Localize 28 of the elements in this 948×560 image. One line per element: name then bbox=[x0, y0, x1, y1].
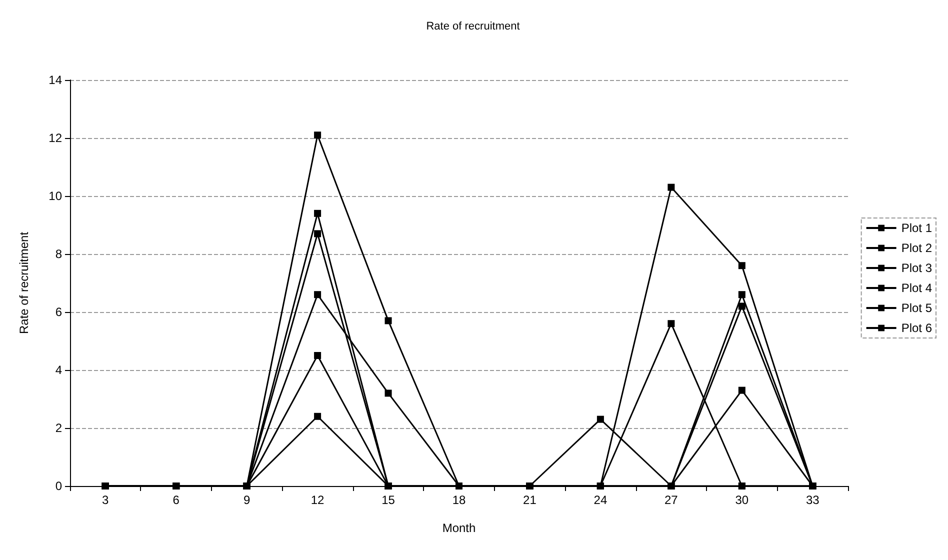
legend-label: Plot 3 bbox=[901, 261, 932, 275]
legend-label: Plot 5 bbox=[901, 301, 932, 315]
x-tick-label: 18 bbox=[452, 493, 466, 507]
x-tick-label: 6 bbox=[172, 493, 180, 507]
x-tick-label: 27 bbox=[664, 493, 678, 507]
x-tick-label: 12 bbox=[310, 493, 325, 507]
x-tick-label: 24 bbox=[594, 493, 608, 507]
y-tick-label: 6 bbox=[55, 305, 62, 319]
y-tick-label: 0 bbox=[55, 479, 62, 493]
x-tick-label: 15 bbox=[382, 493, 396, 507]
x-tick-label: 3 bbox=[102, 493, 110, 507]
x-tick-label: 33 bbox=[806, 493, 820, 507]
y-tick-label: 2 bbox=[55, 421, 62, 435]
legend-label: Plot 6 bbox=[901, 321, 932, 335]
legend-label: Plot 1 bbox=[901, 221, 932, 235]
y-tick-label: 14 bbox=[48, 73, 62, 87]
y-tick-label: 8 bbox=[55, 247, 62, 261]
y-tick-label: 4 bbox=[55, 363, 62, 377]
legend-label: Plot 2 bbox=[901, 241, 932, 255]
chart-title: Rate of recruitment bbox=[426, 20, 520, 32]
x-tick-label: 9 bbox=[243, 493, 250, 507]
legend-label: Plot 4 bbox=[901, 281, 932, 295]
y-tick-label: 10 bbox=[48, 189, 62, 203]
x-axis-title: Month bbox=[442, 521, 476, 535]
x-tick-label: 21 bbox=[523, 493, 537, 507]
y-tick-label: 12 bbox=[48, 131, 62, 145]
x-tick-label: 30 bbox=[735, 493, 749, 507]
y-axis-title: Rate of recruitment bbox=[17, 231, 31, 334]
